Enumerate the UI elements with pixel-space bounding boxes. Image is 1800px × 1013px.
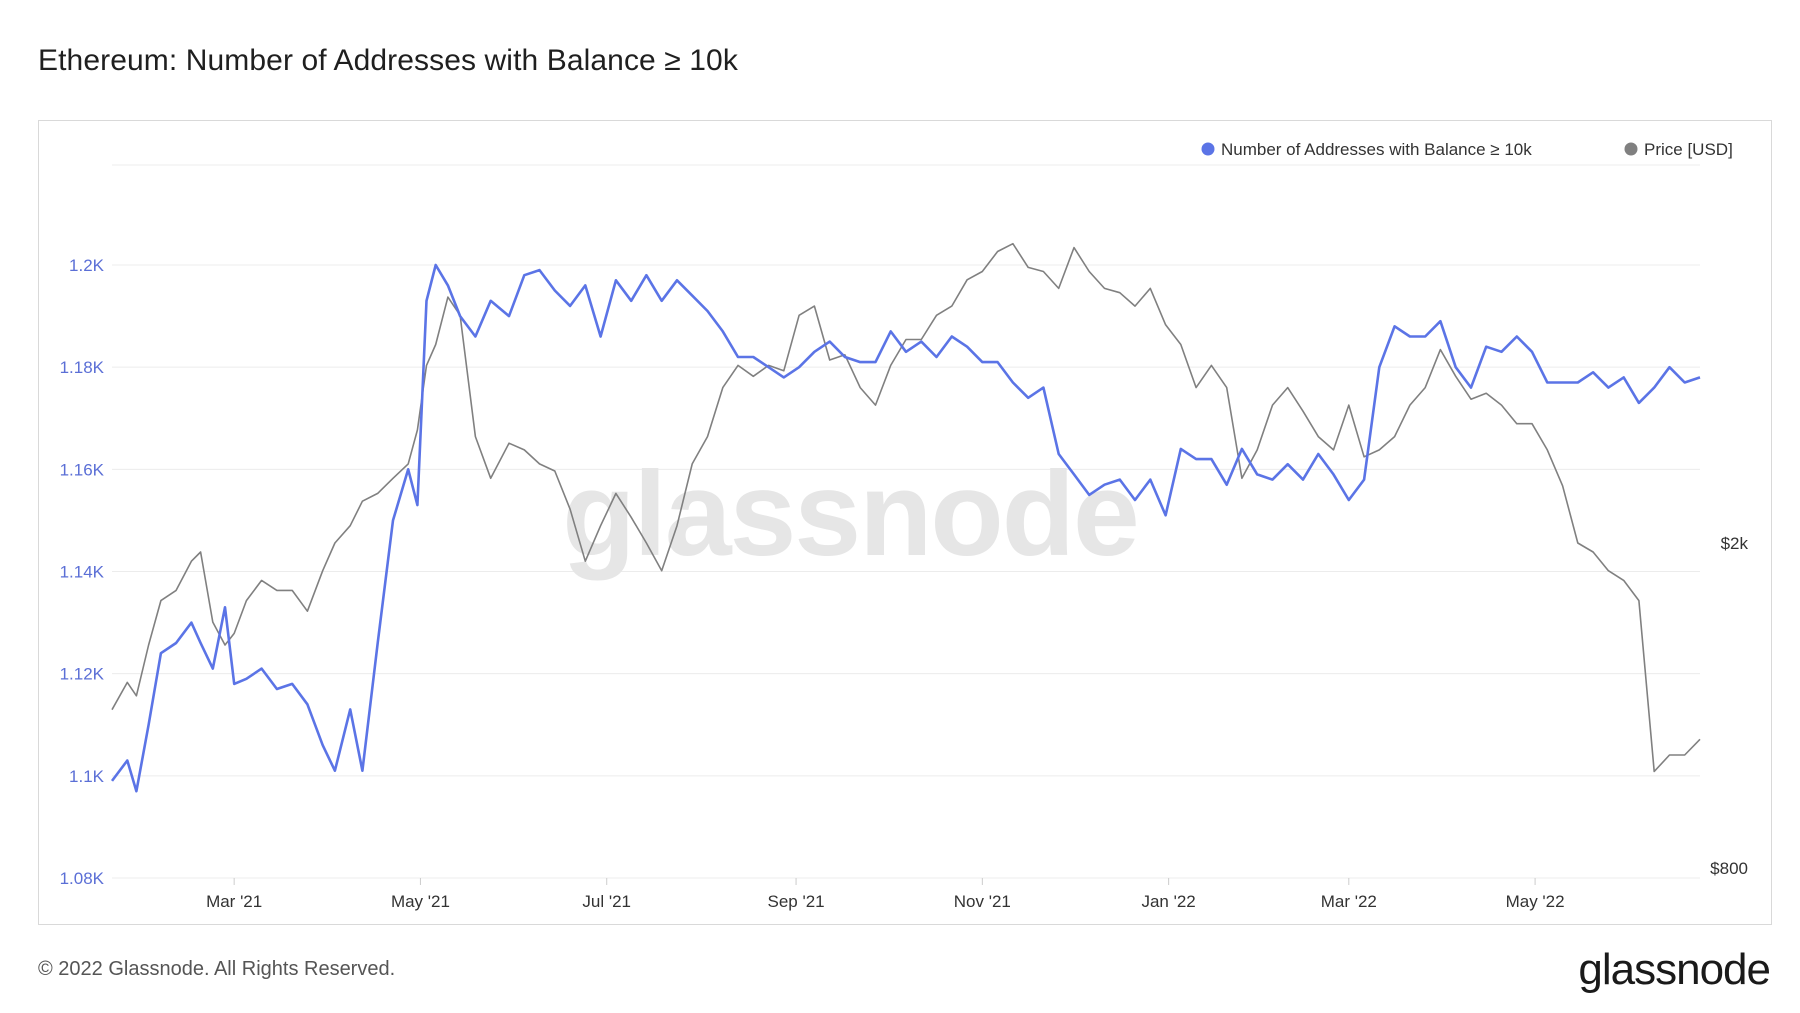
price-line bbox=[111, 242, 1701, 773]
y-left-tick-label: 1.12K bbox=[60, 665, 105, 684]
y-right-tick-label: $2k bbox=[1721, 534, 1749, 553]
chart-title: Ethereum: Number of Addresses with Balan… bbox=[38, 44, 738, 77]
series-lines bbox=[110, 242, 1701, 793]
y-left-tick-label: 1.16K bbox=[60, 460, 105, 479]
x-tick-label: Nov '21 bbox=[954, 892, 1011, 911]
x-tick-label: Mar '22 bbox=[1321, 892, 1377, 911]
gridlines bbox=[112, 164, 1700, 879]
y-left-tick-label: 1.08K bbox=[60, 869, 105, 888]
x-tick-label: Jan '22 bbox=[1141, 892, 1195, 911]
y-left-tick-label: 1.18K bbox=[60, 358, 105, 377]
legend-label-addresses[interactable]: Number of Addresses with Balance ≥ 10k bbox=[1221, 140, 1532, 159]
brand-logo: glassnode bbox=[1578, 945, 1771, 994]
y-right-tick-label: $800 bbox=[1710, 859, 1748, 878]
x-tick-label: Mar '21 bbox=[206, 892, 262, 911]
y-left-tick-label: 1.2K bbox=[69, 256, 105, 275]
y-axis-left-ticks: 1.08K 1.1K 1.12K 1.14K 1.16K 1.18K 1.2K bbox=[60, 256, 105, 888]
x-tick-label: Jul '21 bbox=[582, 892, 631, 911]
x-tick-label: May '22 bbox=[1506, 892, 1565, 911]
addresses-line bbox=[110, 263, 1701, 793]
x-axis-ticks: Mar '21 May '21 Jul '21 Sep '21 Nov '21 Jan '… bbox=[206, 878, 1565, 911]
legend: Number of Addresses with Balance ≥ 10k P… bbox=[1201, 140, 1733, 159]
x-tick-label: May '21 bbox=[391, 892, 450, 911]
legend-marker-price bbox=[1624, 142, 1638, 156]
legend-label-price[interactable]: Price [USD] bbox=[1644, 140, 1733, 159]
watermark: glassnode bbox=[562, 447, 1138, 581]
copyright: © 2022 Glassnode. All Rights Reserved. bbox=[38, 958, 396, 980]
y-left-tick-label: 1.1K bbox=[69, 767, 105, 786]
x-tick-label: Sep '21 bbox=[767, 892, 824, 911]
y-left-tick-label: 1.14K bbox=[60, 563, 105, 582]
legend-marker-addresses bbox=[1201, 142, 1215, 156]
chart-frame bbox=[38, 120, 1772, 925]
y-axis-right-ticks: $800 $2k bbox=[1710, 534, 1748, 878]
